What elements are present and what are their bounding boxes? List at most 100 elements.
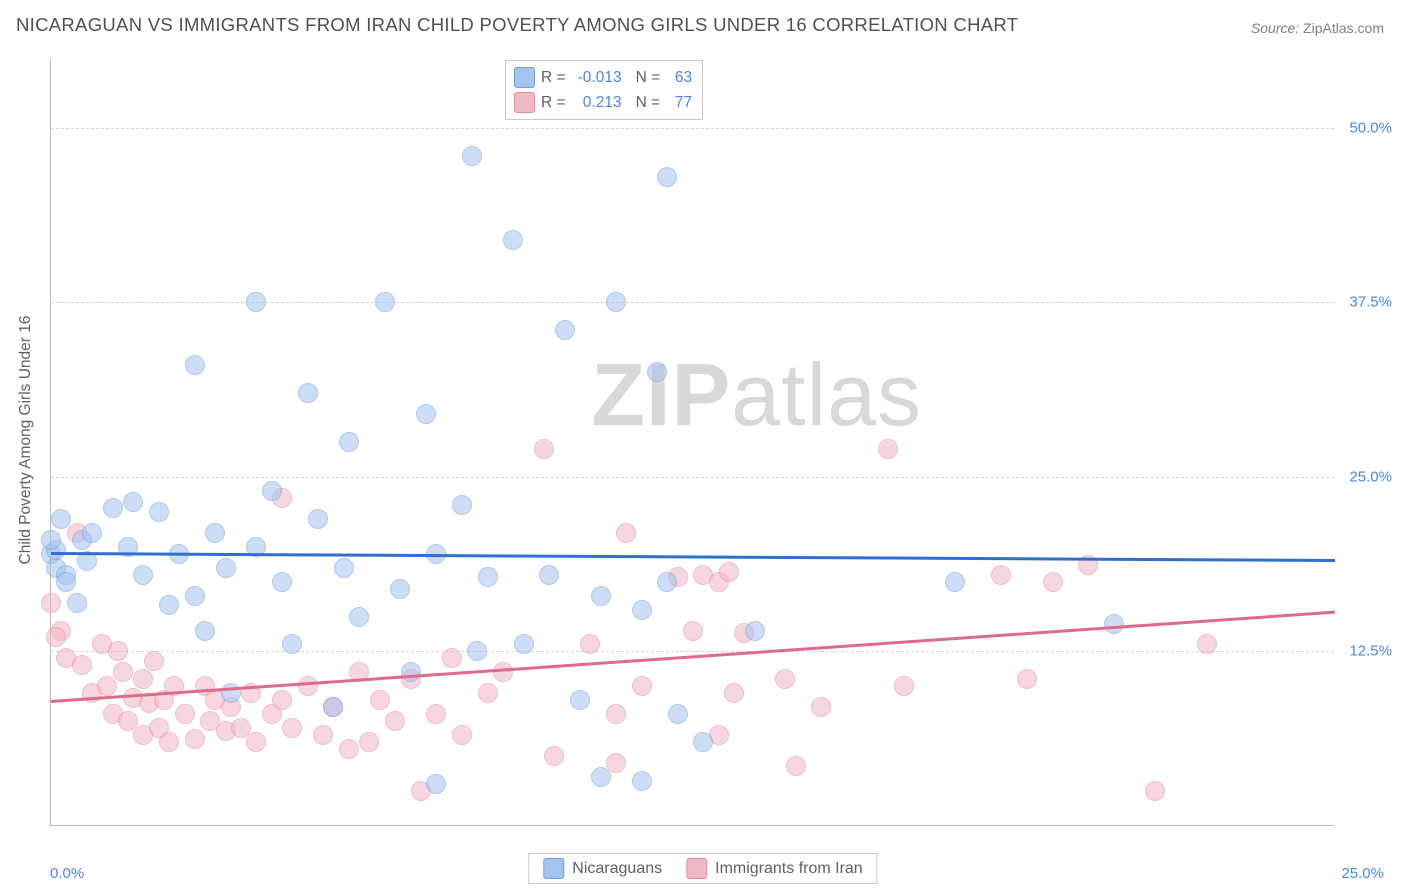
data-point — [185, 586, 205, 606]
data-point — [503, 230, 523, 250]
data-point — [657, 572, 677, 592]
data-point — [616, 523, 636, 543]
data-point — [668, 704, 688, 724]
data-point — [334, 558, 354, 578]
data-point — [41, 593, 61, 613]
data-point — [123, 492, 143, 512]
data-point — [133, 565, 153, 585]
data-point — [534, 439, 554, 459]
stat-label-r2: R = — [541, 94, 566, 112]
stat-label-n2: N = — [636, 94, 661, 112]
data-point — [1104, 614, 1124, 634]
data-point — [570, 690, 590, 710]
watermark-bold: ZIP — [591, 345, 731, 444]
data-point — [82, 523, 102, 543]
y-tick-label: 50.0% — [1340, 119, 1392, 136]
stat-label-n: N = — [636, 69, 661, 87]
stats-legend: R = -0.013 N = 63 R = 0.213 N = 77 — [505, 60, 703, 120]
data-point — [426, 774, 446, 794]
chart-container: NICARAGUAN VS IMMIGRANTS FROM IRAN CHILD… — [0, 0, 1406, 892]
source-value: ZipAtlas.com — [1303, 20, 1384, 36]
gridline — [51, 128, 1334, 129]
data-point — [195, 621, 215, 641]
legend-item-nicaraguans: Nicaraguans — [543, 858, 662, 879]
data-point — [442, 648, 462, 668]
data-point — [390, 579, 410, 599]
legend-swatch-iran-b — [686, 858, 707, 879]
stat-label-r: R = — [541, 69, 566, 87]
data-point — [1043, 572, 1063, 592]
y-tick-label: 37.5% — [1340, 294, 1392, 311]
data-point — [56, 572, 76, 592]
data-point — [493, 662, 513, 682]
data-point — [606, 753, 626, 773]
series-legend: Nicaraguans Immigrants from Iran — [528, 853, 877, 884]
data-point — [811, 697, 831, 717]
data-point — [580, 634, 600, 654]
data-point — [426, 704, 446, 724]
data-point — [591, 586, 611, 606]
data-point — [462, 146, 482, 166]
data-point — [991, 565, 1011, 585]
legend-swatch-nicaraguans-b — [543, 858, 564, 879]
y-tick-label: 12.5% — [1340, 643, 1392, 660]
source-attribution: Source: ZipAtlas.com — [1251, 20, 1384, 36]
data-point — [272, 690, 292, 710]
data-point — [416, 404, 436, 424]
watermark-light: atlas — [731, 345, 922, 444]
data-point — [313, 725, 333, 745]
data-point — [185, 729, 205, 749]
data-point — [205, 523, 225, 543]
gridline — [51, 302, 1334, 303]
data-point — [657, 167, 677, 187]
gridline — [51, 651, 1334, 652]
data-point — [282, 718, 302, 738]
data-point — [185, 355, 205, 375]
legend-label-iran: Immigrants from Iran — [715, 860, 863, 878]
data-point — [149, 502, 169, 522]
data-point — [67, 593, 87, 613]
gridline — [51, 477, 1334, 478]
data-point — [216, 558, 236, 578]
data-point — [683, 621, 703, 641]
source-label: Source: — [1251, 20, 1299, 36]
data-point — [375, 292, 395, 312]
legend-item-iran: Immigrants from Iran — [686, 858, 863, 879]
data-point — [272, 572, 292, 592]
data-point — [693, 732, 713, 752]
data-point — [647, 362, 667, 382]
data-point — [108, 641, 128, 661]
data-point — [878, 439, 898, 459]
data-point — [246, 732, 266, 752]
data-point — [894, 676, 914, 696]
data-point — [308, 509, 328, 529]
data-point — [46, 627, 66, 647]
plot-area: ZIPatlas 12.5%25.0%37.5%50.0% — [50, 58, 1334, 826]
data-point — [159, 595, 179, 615]
data-point — [339, 432, 359, 452]
data-point — [452, 495, 472, 515]
data-point — [339, 739, 359, 759]
data-point — [113, 662, 133, 682]
stat-value-n-2: 77 — [666, 94, 692, 112]
data-point — [452, 725, 472, 745]
data-point — [544, 746, 564, 766]
data-point — [41, 530, 61, 550]
data-point — [606, 704, 626, 724]
stat-value-n-1: 63 — [666, 69, 692, 87]
data-point — [359, 732, 379, 752]
data-point — [262, 481, 282, 501]
stats-row-1: R = -0.013 N = 63 — [514, 65, 692, 90]
y-axis-label: Child Poverty Among Girls Under 16 — [17, 316, 35, 565]
data-point — [51, 509, 71, 529]
data-point — [591, 767, 611, 787]
stats-row-2: R = 0.213 N = 77 — [514, 90, 692, 115]
data-point — [1197, 634, 1217, 654]
data-point — [133, 669, 153, 689]
data-point — [514, 634, 534, 654]
legend-label-nicaraguans: Nicaraguans — [572, 860, 662, 878]
data-point — [745, 621, 765, 641]
data-point — [103, 498, 123, 518]
trend-line — [51, 552, 1335, 562]
data-point — [385, 711, 405, 731]
